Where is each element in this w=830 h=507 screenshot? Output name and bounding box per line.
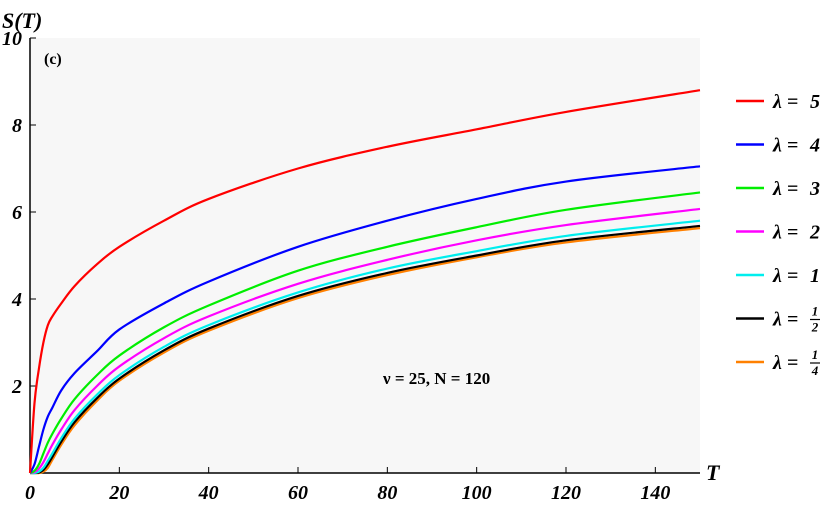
legend-lambda: λ = [772,222,798,244]
legend-value: 1 [810,265,820,287]
legend-lambda: λ = [772,91,798,113]
series-lines [28,89,701,475]
y-tick-label: 4 [11,289,22,311]
y-axis-label: S(T) [2,8,42,33]
legend-entry: λ = 14 [772,347,820,378]
series-line-lambda-4 [29,165,701,474]
legend-denominator: 4 [811,363,819,378]
ticks: 0 20 40 60 80 100 120 140 2 4 6 8 10 [2,28,670,504]
x-tick-label: 60 [288,482,308,504]
legend-lambda: λ = [772,135,798,157]
y-tick-label: 6 [12,202,22,224]
plot-background [30,38,700,473]
legend-value: 3 [809,178,820,200]
legend-denominator: 2 [811,320,819,335]
legend: λ = 5λ = 4λ = 3λ = 2λ = 1λ = 12λ = 14 [736,91,820,378]
x-tick-label: 120 [551,482,581,504]
y-tick-label: 2 [11,376,22,398]
legend-entry: λ = 5 [772,91,820,113]
legend-value: 2 [809,222,820,244]
y-tick-label: 8 [12,115,22,137]
parameter-annotation: ν = 25, N = 120 [382,369,490,388]
x-tick-label: 80 [377,482,397,504]
series-line-lambda-5 [28,89,701,474]
legend-entry: λ = 1 [772,265,820,287]
legend-entry: λ = 2 [772,222,820,244]
x-tick-label: 140 [640,482,670,504]
x-tick-label: 40 [198,482,219,504]
x-tick-label: 100 [462,482,492,504]
legend-value: 5 [810,91,820,113]
legend-entry: λ = 12 [772,304,820,335]
series-line-lambda-1 [29,219,701,475]
series-line-lambda-2 [29,207,701,475]
legend-numerator: 1 [812,347,819,362]
series-line-lambda-1-4 [30,227,701,475]
legend-value: 4 [809,135,820,157]
panel-label: (c) [44,51,62,68]
legend-entry: λ = 3 [772,178,820,200]
x-axis-label: T [706,460,721,485]
series-line-lambda-1-2 [29,224,701,475]
x-tick-label: 20 [108,482,129,504]
legend-lambda: λ = [772,178,798,200]
legend-lambda: λ = [772,265,798,287]
legend-lambda: λ = [772,309,798,331]
legend-numerator: 1 [812,304,819,319]
legend-entry: λ = 4 [772,135,820,157]
x-tick-label: 0 [25,482,35,504]
series-line-lambda-3 [29,191,701,475]
legend-lambda: λ = [772,352,798,374]
y-tick-label: 10 [2,28,22,50]
